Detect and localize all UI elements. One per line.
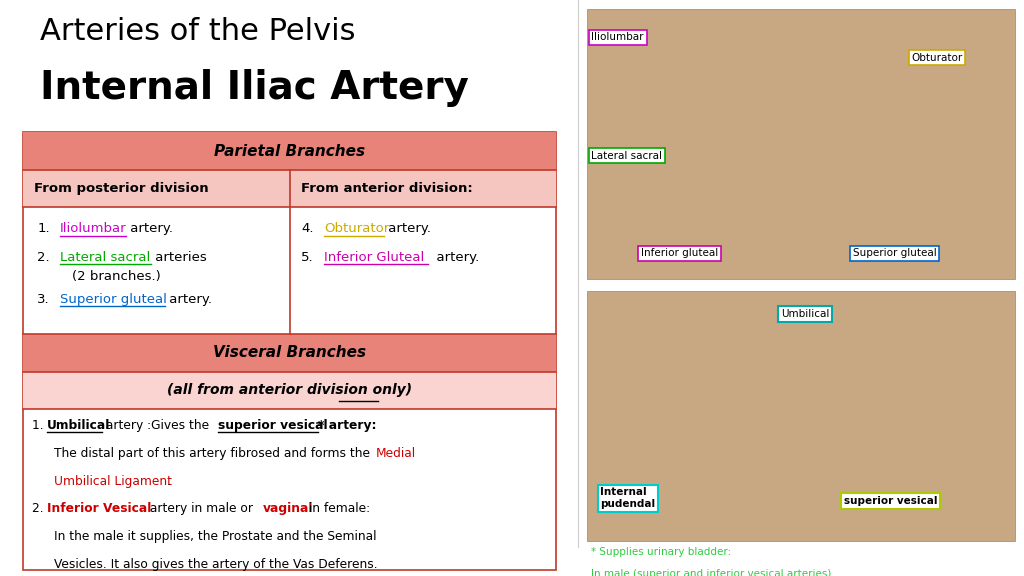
Text: Arteries of the Pelvis: Arteries of the Pelvis — [40, 17, 355, 46]
Text: (2 branches.): (2 branches.) — [72, 270, 161, 283]
Text: From posterior division: From posterior division — [35, 182, 209, 195]
Text: .: . — [167, 475, 171, 488]
Text: artery.: artery. — [165, 293, 212, 306]
Text: Lateral sacral: Lateral sacral — [592, 150, 663, 161]
FancyBboxPatch shape — [23, 334, 556, 372]
Text: artery in male or: artery in male or — [145, 502, 257, 516]
Text: in female:: in female: — [305, 502, 371, 516]
Text: Umbilical Ligament: Umbilical Ligament — [54, 475, 172, 488]
Text: superior vesical: superior vesical — [844, 496, 937, 506]
Text: Umbilical: Umbilical — [780, 309, 829, 319]
Text: Superior gluteal: Superior gluteal — [60, 293, 167, 306]
Text: 4.: 4. — [301, 222, 313, 235]
Text: Inferior Vesical: Inferior Vesical — [47, 502, 152, 516]
Text: Internal Iliac Artery: Internal Iliac Artery — [40, 69, 469, 107]
Text: From anterior division:: From anterior division: — [301, 182, 473, 195]
FancyBboxPatch shape — [23, 170, 556, 207]
Text: In the male it supplies, the Prostate and the Seminal: In the male it supplies, the Prostate an… — [54, 530, 377, 543]
Text: Iliolumbar: Iliolumbar — [60, 222, 127, 235]
Text: * Supplies urinary bladder:: * Supplies urinary bladder: — [592, 547, 732, 557]
Text: 5.: 5. — [301, 251, 313, 264]
Text: 2.: 2. — [37, 251, 50, 264]
Text: Lateral sacral: Lateral sacral — [60, 251, 151, 264]
Text: Medial: Medial — [376, 447, 416, 460]
Text: superior vesical: superior vesical — [218, 419, 328, 433]
Text: Visceral Branches: Visceral Branches — [213, 345, 367, 361]
Text: Vesicles. It also gives the artery of the Vas Deferens.: Vesicles. It also gives the artery of th… — [54, 558, 378, 571]
Text: 1.: 1. — [37, 222, 50, 235]
Text: vaginal: vaginal — [262, 502, 313, 516]
Text: Inferior gluteal: Inferior gluteal — [641, 248, 718, 259]
Text: 3.: 3. — [37, 293, 50, 306]
Text: Obturator: Obturator — [324, 222, 389, 235]
Text: Parietal Branches: Parietal Branches — [214, 143, 366, 159]
FancyBboxPatch shape — [23, 132, 556, 170]
Text: The distal part of this artery fibrosed and forms the: The distal part of this artery fibrosed … — [54, 447, 375, 460]
Text: 1.: 1. — [32, 419, 47, 433]
FancyBboxPatch shape — [23, 132, 556, 570]
Text: artery :Gives the: artery :Gives the — [102, 419, 213, 433]
Text: 2.: 2. — [32, 502, 47, 516]
FancyBboxPatch shape — [23, 372, 556, 409]
Text: artery.: artery. — [384, 222, 431, 235]
Text: arteries: arteries — [151, 251, 207, 264]
Text: artery.: artery. — [126, 222, 173, 235]
Text: * artery:: * artery: — [318, 419, 377, 433]
Text: In male (superior and inferior vesical arteries): In male (superior and inferior vesical a… — [592, 569, 831, 576]
Text: (all from anterior division only): (all from anterior division only) — [167, 383, 412, 397]
Text: Iliolumbar: Iliolumbar — [592, 32, 644, 43]
Text: artery.: artery. — [428, 251, 479, 264]
Text: Umbilical: Umbilical — [47, 419, 111, 433]
FancyBboxPatch shape — [587, 9, 1015, 279]
Text: Internal
pudendal: Internal pudendal — [600, 487, 655, 509]
FancyBboxPatch shape — [587, 291, 1015, 541]
Text: Obturator: Obturator — [911, 52, 963, 63]
Text: Inferior Gluteal: Inferior Gluteal — [324, 251, 424, 264]
Text: Superior gluteal: Superior gluteal — [853, 248, 937, 259]
